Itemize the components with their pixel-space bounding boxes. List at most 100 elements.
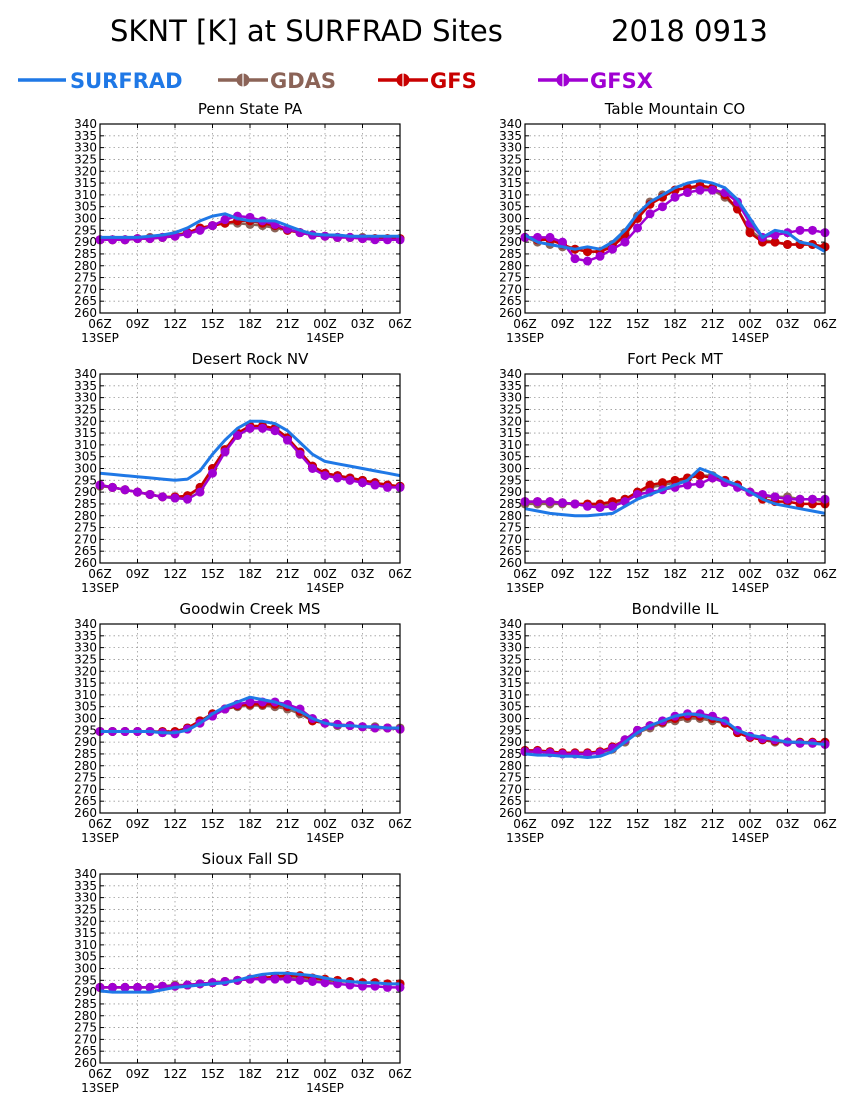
- x-tick-label: 15Z: [201, 567, 225, 581]
- y-tick-label: 285: [74, 247, 97, 261]
- x-date-label: 13SEP: [81, 1081, 119, 1095]
- y-tick-label: 330: [74, 391, 97, 405]
- series-line-surfrad: [99, 419, 401, 482]
- data-point-gfsx: [558, 498, 567, 508]
- x-tick-label: 21Z: [276, 1067, 300, 1081]
- x-tick-label: 06Z: [813, 317, 837, 331]
- plot-frame: [99, 873, 401, 1064]
- x-date-label: 14SEP: [306, 831, 344, 845]
- y-tick-label: 310: [499, 188, 522, 202]
- x-tick-label: 06Z: [388, 1067, 412, 1081]
- data-point-gfsx: [695, 185, 705, 195]
- y-tick-label: 270: [499, 282, 522, 296]
- data-point-gfsx: [108, 482, 117, 492]
- data-point-gfsx: [545, 497, 555, 507]
- y-tick-label: 290: [74, 985, 97, 999]
- data-point-gfsx: [195, 487, 205, 497]
- y-tick-label: 260: [74, 806, 97, 820]
- legend: SURFRAD GDAS GFS GFSX: [18, 69, 653, 93]
- x-tick-label: 03Z: [351, 317, 375, 331]
- data-point-gfsx: [770, 492, 780, 502]
- y-tick-label: 340: [74, 117, 97, 131]
- panel-goodwin-creek-ms: Goodwin Creek MS 260265270275280285290295…: [74, 600, 412, 845]
- y-tick-label: 315: [74, 426, 97, 440]
- panel-bondville-il: Bondville IL2602652702752802852902953003…: [499, 600, 837, 845]
- data-point-gfsx: [595, 251, 605, 261]
- y-tick-label: 340: [74, 867, 97, 881]
- data-point-gfsx: [358, 478, 367, 488]
- x-date-label: 13SEP: [506, 331, 544, 345]
- x-tick-label: 03Z: [776, 817, 800, 831]
- x-tick-label: 06Z: [813, 817, 837, 831]
- y-tick-label: 300: [499, 212, 522, 226]
- panel-title: Fort Peck MT: [627, 350, 723, 368]
- y-tick-label: 285: [74, 997, 97, 1011]
- y-tick-label: 285: [499, 497, 522, 511]
- series-surfrad: [524, 712, 826, 759]
- data-point-gfsx: [608, 501, 617, 511]
- series-surfrad: [524, 179, 826, 253]
- y-tick-label: 300: [74, 712, 97, 726]
- y-tick-label: 295: [499, 473, 522, 487]
- y-tick-label: 265: [499, 294, 522, 308]
- data-point-gfsx: [158, 492, 167, 502]
- y-tick-label: 330: [499, 391, 522, 405]
- y-tick-label: 325: [499, 402, 522, 416]
- x-tick-label: 18Z: [663, 317, 687, 331]
- panel-desert-rock-nv: Desert Rock NV26026527027528028529029530…: [74, 350, 412, 595]
- y-tick-label: 310: [74, 938, 97, 952]
- data-point-gfsx: [208, 468, 217, 478]
- gridlines: [525, 124, 825, 313]
- figure-title: SKNT [K] at SURFRAD Sites: [110, 14, 503, 48]
- data-point-gfs: [583, 247, 592, 257]
- y-tick-label: 330: [499, 641, 522, 655]
- x-tick-label: 12Z: [163, 817, 187, 831]
- y-tick-label: 290: [74, 485, 97, 499]
- y-tick-label: 305: [74, 700, 97, 714]
- y-tick-label: 270: [499, 532, 522, 546]
- data-point-gfsx: [708, 185, 717, 195]
- legend-label-gfsx: GFSX: [590, 69, 653, 93]
- y-tick-label: 325: [74, 402, 97, 416]
- y-tick-label: 330: [74, 641, 97, 655]
- data-point-gfsx: [783, 494, 792, 504]
- x-tick-label: 09Z: [551, 817, 575, 831]
- x-tick-label: 15Z: [201, 817, 225, 831]
- x-tick-label: 06Z: [88, 817, 112, 831]
- y-tick-label: 340: [499, 617, 522, 631]
- x-tick-label: 12Z: [588, 817, 612, 831]
- x-tick-label: 03Z: [776, 567, 800, 581]
- panel-title: Goodwin Creek MS: [180, 600, 321, 618]
- x-tick-label: 21Z: [701, 317, 725, 331]
- plot-frame: [99, 623, 401, 814]
- series-surfrad: [100, 212, 400, 239]
- x-tick-label: 18Z: [238, 1067, 262, 1081]
- y-tick-label: 295: [499, 723, 522, 737]
- legend-label-gdas: GDAS: [270, 69, 336, 93]
- legend-label-surfrad: SURFRAD: [70, 69, 183, 93]
- series-line-surfrad: [524, 712, 826, 759]
- data-point-gfsx: [270, 974, 280, 984]
- data-point-gfsx: [295, 449, 305, 459]
- y-tick-label: 310: [74, 688, 97, 702]
- y-tick-label: 305: [499, 450, 522, 464]
- panel-title: Desert Rock NV: [192, 350, 309, 368]
- data-point-gfsx: [633, 223, 642, 233]
- y-tick-label: 335: [499, 629, 522, 643]
- data-point-gfsx: [570, 499, 580, 509]
- x-date-label: 13SEP: [506, 581, 544, 595]
- data-point-gfsx: [808, 494, 817, 504]
- data-point-gfsx: [220, 447, 230, 457]
- y-tick-label: 275: [499, 271, 522, 285]
- data-point-gfsx: [583, 501, 592, 511]
- legend-item-surfrad: SURFRAD: [18, 69, 183, 93]
- data-point-gfs: [770, 237, 780, 247]
- data-point-gfsx: [620, 237, 630, 247]
- data-point-gfsx: [133, 487, 142, 497]
- y-tick-label: 310: [74, 438, 97, 452]
- y-tick-label: 340: [499, 117, 522, 131]
- y-tick-label: 260: [74, 306, 97, 320]
- panel-title: Penn State PA: [198, 100, 303, 118]
- x-date-label: 14SEP: [306, 331, 344, 345]
- y-tick-label: 265: [499, 544, 522, 558]
